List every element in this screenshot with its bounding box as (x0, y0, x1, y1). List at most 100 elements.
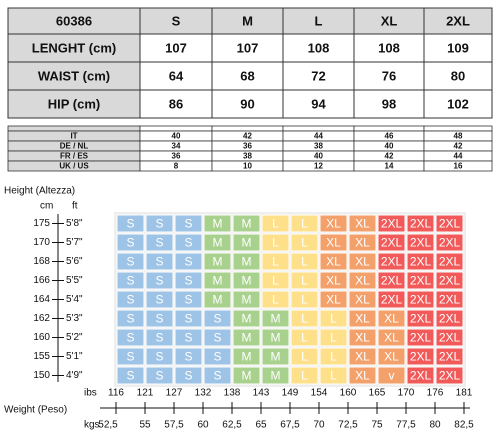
size-label: L (301, 217, 308, 231)
table-cell (353, 89, 425, 119)
size-cell (116, 214, 145, 233)
size-cell (203, 347, 232, 366)
size-cell (377, 271, 406, 290)
ibs-value: 138 (224, 388, 241, 399)
size-cell (232, 290, 261, 309)
table-text: UK / US (59, 162, 89, 171)
size-label: M (242, 236, 252, 250)
size-label: S (126, 331, 134, 345)
table-text: 72 (311, 68, 325, 83)
table-text: IT (70, 132, 77, 141)
column-header: L (315, 13, 323, 28)
size-cell (116, 290, 145, 309)
ibs-value: 121 (137, 388, 154, 399)
column-header: M (242, 13, 253, 28)
table-text: 40 (314, 152, 323, 161)
size-label: S (126, 312, 134, 326)
height-ft: 5'2" (66, 332, 83, 343)
size-label: 2XL (410, 312, 432, 326)
size-cell (435, 328, 464, 347)
size-cell (232, 347, 261, 366)
size-label: 2XL (410, 369, 432, 383)
kgs-value: 57,5 (164, 420, 184, 431)
table-text: 38 (243, 152, 252, 161)
ibs-value: 132 (195, 388, 212, 399)
size-cell (174, 290, 203, 309)
table-text: 64 (169, 68, 184, 83)
height-ft: 5'5" (66, 275, 83, 286)
size-cell (174, 214, 203, 233)
size-label: M (213, 293, 223, 307)
size-label: L (330, 369, 337, 383)
size-label: M (242, 255, 252, 269)
size-label: v (389, 369, 395, 383)
size-cell (261, 366, 290, 385)
size-cell (203, 366, 232, 385)
table-text: 46 (385, 132, 394, 141)
table-cell (139, 61, 213, 91)
size-cell (319, 366, 348, 385)
size-cell (232, 328, 261, 347)
size-label: 2XL (410, 217, 432, 231)
table-cell (7, 7, 141, 35)
size-label: S (184, 274, 192, 288)
size-label: 2XL (381, 274, 403, 288)
kgs-value: 70 (313, 420, 325, 431)
size-cell (406, 214, 435, 233)
table-text: 38 (314, 142, 323, 151)
size-cell (290, 252, 319, 271)
size-cell (174, 309, 203, 328)
size-label: XL (326, 236, 341, 250)
size-cell (348, 290, 377, 309)
size-cell (348, 233, 377, 252)
height-title: Height (Altezza) (4, 186, 75, 197)
size-label: M (213, 274, 223, 288)
table-cell (423, 33, 493, 63)
size-label: L (301, 312, 308, 326)
size-label: L (272, 274, 279, 288)
size-cell (232, 233, 261, 252)
kgs-value: 72,5 (338, 420, 358, 431)
size-label: L (301, 274, 308, 288)
table-text: 34 (172, 142, 181, 151)
size-cell (174, 252, 203, 271)
size-label: M (271, 312, 281, 326)
size-cell (319, 290, 348, 309)
ibs-value: 160 (340, 388, 357, 399)
size-cell (319, 271, 348, 290)
size-cell (261, 233, 290, 252)
table-text: 36 (243, 142, 252, 151)
table-cell (139, 33, 213, 63)
size-cell (377, 252, 406, 271)
size-cell (348, 252, 377, 271)
size-cell (232, 366, 261, 385)
height-ft: 4'9" (66, 370, 83, 381)
size-cell (406, 309, 435, 328)
table-text: 94 (311, 96, 326, 111)
size-label: S (184, 217, 192, 231)
height-cm: 170 (33, 237, 50, 248)
table-text: 8 (174, 162, 179, 171)
size-cell (377, 328, 406, 347)
size-cell (319, 309, 348, 328)
size-label: L (301, 350, 308, 364)
size-label: S (184, 312, 192, 326)
size-label: XL (355, 255, 370, 269)
ibs-value: 170 (398, 388, 415, 399)
size-label: S (155, 255, 163, 269)
size-cell (435, 290, 464, 309)
size-cell (116, 309, 145, 328)
size-label: 2XL (381, 255, 403, 269)
table-text: 107 (165, 40, 187, 55)
size-cell (203, 252, 232, 271)
size-label: S (155, 350, 163, 364)
table-text: 44 (454, 152, 463, 161)
size-cell (145, 290, 174, 309)
size-label: 2XL (381, 236, 403, 250)
size-label: XL (384, 312, 399, 326)
size-cell (348, 214, 377, 233)
size-cell (145, 309, 174, 328)
size-label: 2XL (439, 255, 461, 269)
size-cell (174, 271, 203, 290)
size-cell (377, 290, 406, 309)
